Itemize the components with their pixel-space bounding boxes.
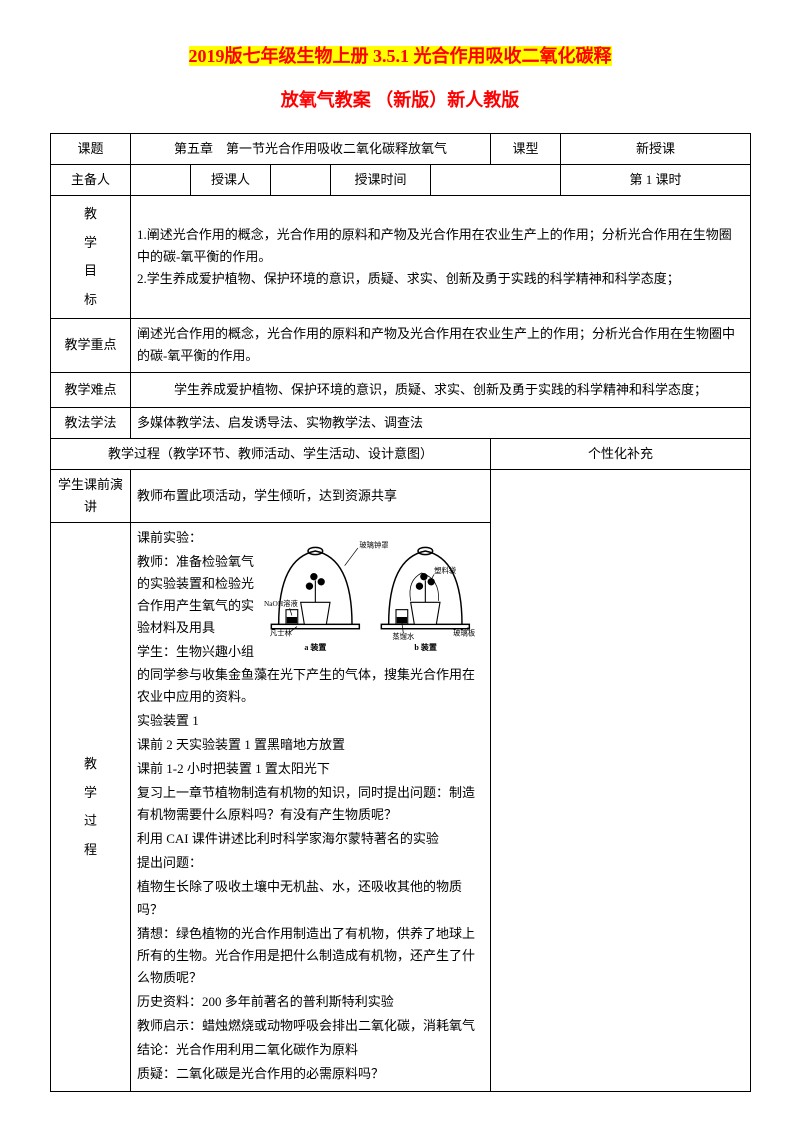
label-process: 教 学 过 程 <box>51 523 131 1092</box>
teach-time-value <box>431 164 561 195</box>
title-line-2: 放氧气教案 （新版）新人教版 <box>50 84 750 116</box>
difficulty-text: 学生养成爱护植物、保护环境的意识，质疑、求实、创新及勇于实践的科学精神和科学态度… <box>131 372 751 407</box>
process-line: 猜想：绿色植物的光合作用制造出了有机物，供养了地球上所有的生物。光合作用是把什么… <box>137 923 484 989</box>
process-line: 提出问题： <box>137 852 484 874</box>
personalized-supplement <box>491 469 751 1091</box>
process-line: 复习上一章节植物制造有机物的知识，同时提出问题：制造有机物需要什么原料吗？有没有… <box>137 782 484 826</box>
process-header-left: 教学过程（教学环节、教师活动、学生活动、设计意图） <box>51 438 491 469</box>
svg-text:蒸馏水: 蒸馏水 <box>392 632 415 641</box>
row-author: 主备人 授课人 授课时间 第 1 课时 <box>51 164 751 195</box>
methods-text: 多媒体教学法、启发诱导法、实物教学法、调查法 <box>131 407 751 438</box>
label-keypoint: 教学重点 <box>51 319 131 372</box>
label-pre-lecture: 学生课前演讲 <box>51 469 131 522</box>
author-value <box>131 164 191 195</box>
process-line: 教师启示：蜡烛燃烧或动物呼吸会排出二氧化碳，消耗氧气 <box>137 1015 484 1037</box>
svg-text:塑料袋: 塑料袋 <box>434 566 457 575</box>
teacher-value <box>271 164 331 195</box>
label-author: 主备人 <box>51 164 131 195</box>
row-difficulty: 教学难点 学生养成爱护植物、保护环境的意识，质疑、求实、创新及勇于实践的科学精神… <box>51 372 751 407</box>
process-line: 课前 2 天实验装置 1 置黑暗地方放置 <box>137 734 484 756</box>
process-line: 利用 CAI 课件讲述比利时科学家海尔蒙特著名的实验 <box>137 828 484 850</box>
process-line: 课前 1-2 小时把装置 1 置太阳光下 <box>137 758 484 780</box>
row-objectives: 教 学 目 标 1.阐述光合作用的概念，光合作用的原料和产物及光合作用在农业生产… <box>51 195 751 318</box>
label-difficulty: 教学难点 <box>51 372 131 407</box>
svg-text:a 装置: a 装置 <box>304 642 326 652</box>
svg-text:NaOH溶液: NaOH溶液 <box>264 599 298 608</box>
keypoint-text: 阐述光合作用的概念，光合作用的原料和产物及光合作用在农业生产上的作用；分析光合作… <box>131 319 751 372</box>
label-topic: 课题 <box>51 133 131 164</box>
svg-text:b 装置: b 装置 <box>414 642 437 652</box>
svg-text:凡士林: 凡士林 <box>270 628 293 637</box>
class-type-value: 新授课 <box>561 133 751 164</box>
process-line: 植物生长除了吸收土壤中无机盐、水，还吸收其他的物质吗？ <box>137 876 484 920</box>
experiment-diagram: NaOH溶液 凡士林 玻璃钟罩 塑料袋 蒸馏水 玻璃板 a 装置 b 装置 <box>264 529 484 654</box>
label-teacher: 授课人 <box>191 164 271 195</box>
process-body: NaOH溶液 凡士林 玻璃钟罩 塑料袋 蒸馏水 玻璃板 a 装置 b 装置 课前… <box>131 523 491 1092</box>
svg-text:玻璃板: 玻璃板 <box>453 628 476 637</box>
process-line: 实验装置 1 <box>137 710 484 732</box>
label-class-type: 课型 <box>491 133 561 164</box>
pre-lecture-text: 教师布置此项活动，学生倾听，达到资源共享 <box>131 469 491 522</box>
row-topic: 课题 第五章 第一节光合作用吸收二氧化碳释放氧气 课型 新授课 <box>51 133 751 164</box>
row-keypoint: 教学重点 阐述光合作用的概念，光合作用的原料和产物及光合作用在农业生产上的作用；… <box>51 319 751 372</box>
row-process-header: 教学过程（教学环节、教师活动、学生活动、设计意图） 个性化补充 <box>51 438 751 469</box>
process-line: 历史资料：200 多年前著名的普利斯特利实验 <box>137 991 484 1013</box>
svg-text:玻璃钟罩: 玻璃钟罩 <box>359 540 388 549</box>
title-line-1: 2019版七年级生物上册 3.5.1 光合作用吸收二氧化碳释 <box>50 40 750 72</box>
label-objectives: 教 学 目 标 <box>51 195 131 318</box>
process-line: 结论：光合作用利用二氧化碳作为原料 <box>137 1039 484 1061</box>
label-methods: 教法学法 <box>51 407 131 438</box>
objectives-text: 1.阐述光合作用的概念，光合作用的原料和产物及光合作用在农业生产上的作用；分析光… <box>131 195 751 318</box>
row-methods: 教法学法 多媒体教学法、启发诱导法、实物教学法、调查法 <box>51 407 751 438</box>
topic-value: 第五章 第一节光合作用吸收二氧化碳释放氧气 <box>131 133 491 164</box>
label-teach-time: 授课时间 <box>331 164 431 195</box>
process-line: 质疑：二氧化碳是光合作用的必需原料吗？ <box>137 1063 484 1085</box>
row-pre-lecture: 学生课前演讲 教师布置此项活动，学生倾听，达到资源共享 <box>51 469 751 522</box>
lesson-plan-table: 课题 第五章 第一节光合作用吸收二氧化碳释放氧气 课型 新授课 主备人 授课人 … <box>50 133 751 1092</box>
period-value: 第 1 课时 <box>561 164 751 195</box>
process-header-right: 个性化补充 <box>491 438 751 469</box>
